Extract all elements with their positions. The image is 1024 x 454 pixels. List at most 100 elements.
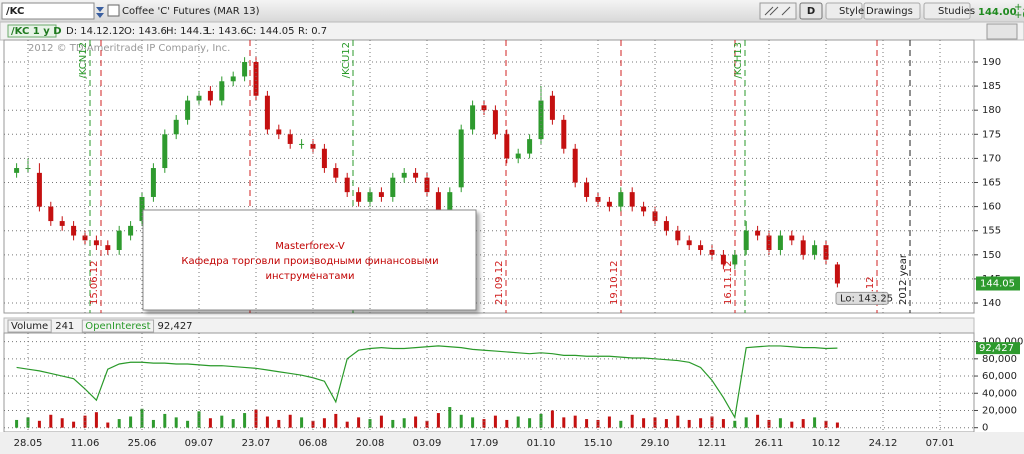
y-tick-label: 20,000 [982,405,1017,416]
candle-body [720,254,726,265]
volume-bar [72,421,76,428]
candle-body [538,100,544,140]
candle-body [584,182,590,197]
volume-chart: 0 20,000 40,000 60,000 80,000 100,000 Volume 24… [4,319,1023,434]
volume-bar [391,419,395,428]
note-line: Кафедра торговли производными финансовым… [181,256,438,267]
event-label: /KCN12 [78,42,89,79]
candle-body [549,95,555,120]
event-label: 16.11.12 [723,260,734,305]
oi-tag [976,342,1020,355]
tool-icons[interactable] [759,2,797,20]
price-chart: 140145150155160165170175180185190/KCN121… [4,40,1020,313]
y-tick-label: 185 [982,81,1001,92]
last-price: 144.00 [978,7,1017,18]
symbol-input[interactable] [1,2,95,20]
info-field: C: 144.05 [246,26,295,37]
event-label: 2012 year [898,253,909,305]
volume-bar [94,412,98,428]
candle-body [116,230,122,250]
volume-bar [539,413,543,428]
volume-bar [60,418,64,428]
volume-bar [687,419,691,428]
candle-body [299,143,305,145]
candle-body [470,105,476,130]
x-tick-label: 24.12 [869,438,898,449]
low-label: Lo: 143.25 [840,293,893,304]
x-tick-label: 25.06 [128,438,157,449]
volume-bar [813,417,817,428]
candle-body [572,148,578,183]
candle-body [606,201,612,207]
button-drawings[interactable] [863,2,921,20]
x-tick-label: 26.11 [755,438,784,449]
candle-body [48,206,54,222]
candle-body [287,134,293,144]
button-label: Style [839,6,864,17]
candle-body [356,192,362,202]
volume-bar [733,420,737,428]
candle-body [618,192,624,207]
volume-bar [300,417,304,428]
study-box[interactable] [7,24,57,38]
candle-body [492,110,498,135]
panel-button[interactable] [986,23,1018,40]
volume-bar [676,415,680,428]
candle-body [834,264,840,284]
volume-bar [573,415,577,428]
button-studies[interactable] [923,2,971,20]
candle-body [71,225,77,236]
volume-bar [277,419,281,428]
x-tick-label: 29.10 [641,438,670,449]
open-interest-line [16,345,838,420]
candle-body [663,221,669,231]
candle-body [766,235,772,250]
button-d[interactable] [799,2,823,20]
note-line: инструменатами [266,271,355,282]
candle-body [686,240,692,246]
button-style[interactable] [825,2,863,20]
volume-bar [379,415,383,428]
y-tick-label: 40,000 [982,388,1017,399]
volume-bar [49,414,53,428]
volume-bar [197,411,201,428]
link-icon[interactable] [107,4,120,17]
candle-body [82,235,88,241]
study: /KC 1 y D [11,26,62,37]
series-name: Volume [11,321,48,332]
volume-bar [140,408,144,428]
volume-bar [756,414,760,428]
series-box [81,319,155,333]
volume-bar [482,419,486,428]
symbol: /KC [6,6,24,17]
x-tick-label: 23.07 [242,438,271,449]
volume-bar [767,419,771,428]
y-tick-label: 155 [982,226,1001,237]
volume-bar [129,416,133,428]
info-field: L: 143.6 [206,26,247,37]
candle-body [641,206,647,212]
info-field: D: 14.12.12 [66,26,125,37]
volume-bar [585,419,589,428]
volume-bar [254,409,258,428]
volume-bar [516,416,520,428]
volume-bar [824,420,828,428]
y-tick-label: 175 [982,129,1001,140]
volume-bar [505,419,509,428]
note-line: Masterforex-V [275,241,345,252]
symbol-arrows[interactable] [96,7,104,18]
candle-body [139,196,145,222]
event-label: 12.12 [865,276,876,305]
x-axis: 28.05 11.06 25.06 09.07 23.07 06.08 20.08 03.09… [14,40,954,449]
x-tick-label: 12.11 [698,438,727,449]
y-tick-label: 80,000 [982,354,1017,365]
y-tick-label: 0 [982,423,988,434]
info-field: O: 143.6 [124,26,167,37]
candle-body [321,148,327,169]
x-tick-label: 20.08 [356,438,385,449]
candle-body [333,168,339,178]
volume-bar [231,419,235,428]
candle-body [162,134,168,169]
candle-body [561,119,567,149]
